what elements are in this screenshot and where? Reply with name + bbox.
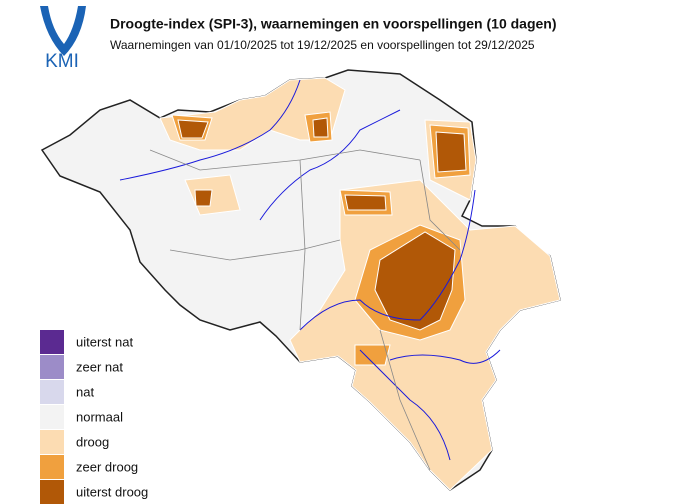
logo-shape (40, 6, 86, 56)
legend-swatch (40, 380, 64, 404)
legend-label: uiterst droog (76, 484, 148, 499)
extreme-drought-areas (177, 117, 467, 331)
legend-swatch (40, 455, 64, 479)
legend-swatch (40, 405, 64, 429)
legend: uiterst nat zeer nat nat normaal droog zeer d… (40, 330, 148, 504)
legend-swatch (40, 330, 64, 354)
legend-label: droog (76, 434, 109, 449)
legend-label: normaal (76, 409, 123, 424)
legend-label: uiterst nat (76, 334, 133, 349)
legend-label: nat (76, 384, 94, 399)
subtitle: Waarnemingen van 01/10/2025 tot 19/12/20… (110, 38, 535, 52)
map (40, 69, 561, 491)
borders (149, 149, 461, 471)
logo-text: KMI (45, 51, 79, 72)
title: Droogte-index (SPI-3), waarnemingen en v… (110, 16, 557, 32)
legend-label: zeer droog (76, 459, 138, 474)
legend-swatch (40, 355, 64, 379)
legend-swatch (40, 480, 64, 504)
logo: KMI (40, 6, 86, 72)
legend-swatch (40, 430, 64, 454)
rivers (119, 79, 501, 461)
legend-label: zeer nat (76, 359, 123, 374)
